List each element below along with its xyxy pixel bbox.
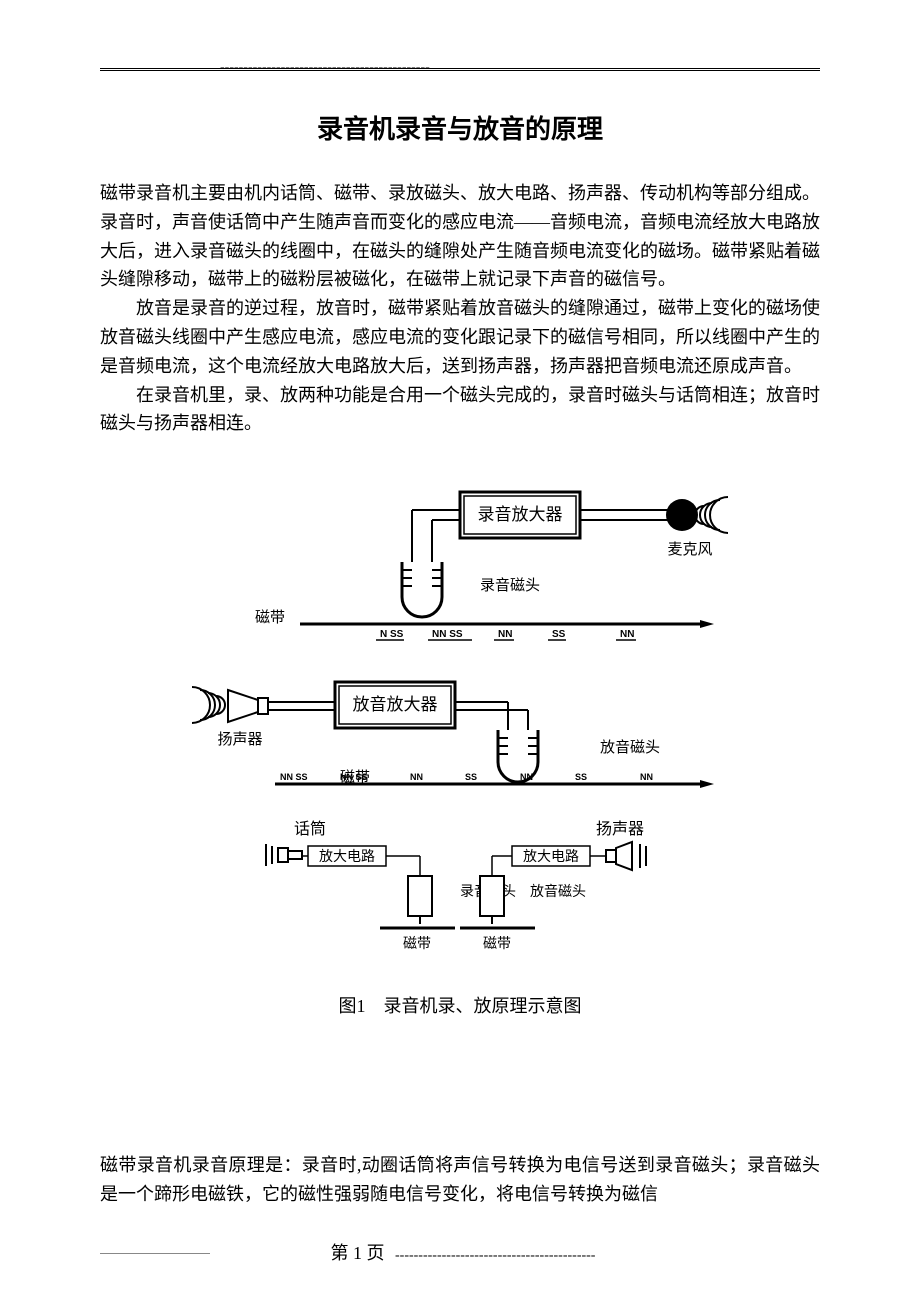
- play-head-label: 放音磁头: [600, 739, 660, 756]
- figure-1-svg: 麦克风 录音放大器 录音磁头 磁带 N SS NN SS NN SS NN: [180, 462, 740, 792]
- amp-label-right: 放大电路: [523, 849, 579, 865]
- paragraph-3: 放音是录音的逆过程，放音时，磁带紧贴着放音磁头的缝隙通过，磁带上变化的磁场使放音…: [100, 294, 820, 380]
- page-suffix: 页: [367, 1243, 385, 1263]
- page-title: 录音机录音与放音的原理: [100, 109, 820, 151]
- rec-head-icon: [402, 562, 442, 617]
- speaker-icon-2: [606, 842, 646, 870]
- svg-text:SS: SS: [552, 629, 566, 640]
- svg-text:SS: SS: [575, 772, 587, 782]
- svg-text:NN SS: NN SS: [280, 772, 308, 782]
- svg-text:NN SS: NN SS: [340, 772, 368, 782]
- paragraph-2: 录音时，声音使话筒中产生随声音而变化的感应电流——音频电流，音频电流经放大电路放…: [100, 208, 820, 294]
- paragraph-5: 磁带录音机录音原理是：录音时,动圈话筒将声信号转换为电信号送到录音磁头；录音磁头…: [100, 1151, 820, 1209]
- svg-text:NN: NN: [520, 772, 533, 782]
- play-head-2: [480, 876, 504, 924]
- mic-label: 麦克风: [667, 541, 712, 558]
- play-amp-label: 放音放大器: [353, 695, 438, 714]
- figure-2-svg: 话筒 放大电路 录音磁头 磁带 扬声器 放大电路 放音磁头 磁带: [230, 816, 690, 986]
- figure-2-caption: 图1 录音机录、放原理示意图: [100, 992, 820, 1021]
- mic-icon-2: [266, 844, 302, 866]
- figure-2: 话筒 放大电路 录音磁头 磁带 扬声器 放大电路 放音磁头 磁带 图1 录音机录…: [100, 816, 820, 1021]
- svg-text:NN: NN: [410, 772, 423, 782]
- page-footer: 第 1 页 ----------------------------------…: [100, 1239, 820, 1268]
- rec-head-2: [408, 876, 432, 924]
- rec-amp-label: 录音放大器: [478, 505, 563, 524]
- page-number: 1: [353, 1243, 362, 1263]
- mic-icon: [666, 499, 698, 531]
- svg-text:NN: NN: [640, 772, 653, 782]
- play-head-label-2: 放音磁头: [530, 883, 586, 900]
- speaker-label-2: 扬声器: [596, 820, 644, 838]
- spacer: [100, 1031, 820, 1151]
- tape-marks-1: N SS NN SS NN SS NN: [380, 629, 634, 640]
- speaker-label: 扬声器: [217, 730, 262, 748]
- svg-text:NN: NN: [498, 629, 512, 640]
- footer-dashes: ----------------------------------------…: [395, 1248, 595, 1263]
- mic-label-2: 话筒: [294, 820, 326, 838]
- svg-text:NN: NN: [620, 629, 634, 640]
- page-prefix: 第: [331, 1243, 349, 1263]
- tape-marks-2: NN SS NN SS NN SS NN SS NN: [280, 772, 653, 782]
- tape-label-1: 磁带: [255, 609, 285, 626]
- tape-label-4: 磁带: [483, 936, 511, 952]
- rec-head-label: 录音磁头: [480, 577, 540, 594]
- speaker-icon: [228, 690, 268, 722]
- svg-text:SS: SS: [465, 772, 477, 782]
- tape-label-3: 磁带: [403, 936, 431, 952]
- amp-label-left: 放大电路: [319, 849, 375, 865]
- svg-text:NN SS: NN SS: [432, 629, 463, 640]
- paragraph-1: 磁带录音机主要由机内话筒、磁带、录放磁头、放大电路、扬声器、传动机构等部分组成。: [100, 179, 820, 208]
- svg-text:N SS: N SS: [380, 629, 404, 640]
- figure-1: 麦克风 录音放大器 录音磁头 磁带 N SS NN SS NN SS NN: [100, 462, 820, 792]
- top-rule: [100, 70, 820, 71]
- paragraph-4: 在录音机里，录、放两种功能是合用一个磁头完成的，录音时磁头与话筒相连；放音时磁头…: [100, 381, 820, 439]
